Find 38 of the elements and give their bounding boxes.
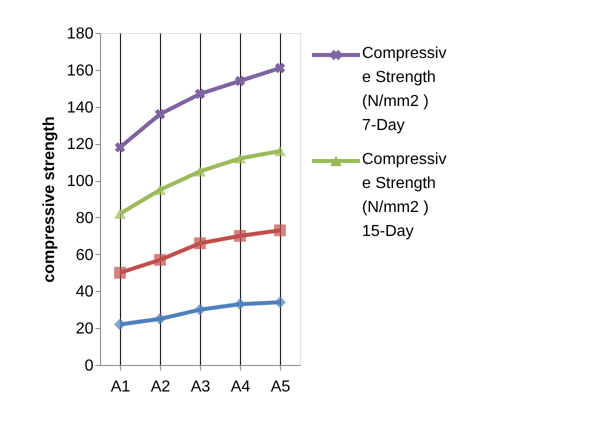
point	[194, 166, 206, 176]
point	[154, 184, 166, 195]
y-tick-label: 180	[66, 26, 94, 42]
y-tick-label: 100	[66, 173, 94, 190]
y-axis-title: compressive strength	[40, 116, 58, 283]
point	[274, 296, 286, 308]
point	[114, 318, 126, 330]
y-tick-label: 20	[76, 320, 94, 338]
point	[194, 237, 206, 250]
x-tick-label: A2	[150, 378, 170, 396]
y-tick-label: 160	[66, 62, 94, 80]
legend-label: Compressive Strength (N/mm2 ) 15-Day	[362, 151, 446, 240]
point	[234, 298, 246, 310]
point	[154, 312, 166, 325]
y-tick-label: 140	[66, 99, 94, 116]
point	[234, 76, 246, 86]
point	[194, 88, 206, 100]
x-tick-label: A5	[270, 378, 290, 396]
y-tick-label: 80	[76, 210, 94, 227]
point	[274, 146, 286, 156]
point	[274, 62, 286, 74]
y-tick-label: 40	[76, 284, 94, 301]
x-tick-label: A4	[230, 378, 250, 396]
x-tick-label: A3	[190, 378, 210, 396]
point	[114, 266, 126, 279]
point	[234, 230, 246, 242]
y-tick-label: 0	[84, 358, 94, 374]
y-tick-label: 60	[76, 246, 94, 264]
point	[274, 224, 286, 236]
point	[114, 142, 126, 153]
point	[114, 208, 126, 219]
legend-label: Compressive Strength (N/mm2 ) 7-Day	[362, 45, 446, 134]
point	[234, 153, 246, 164]
point	[154, 254, 166, 266]
y-tick-label: 120	[66, 136, 94, 154]
point	[154, 108, 166, 120]
x-tick-label: A1	[110, 378, 130, 396]
point	[194, 304, 206, 316]
